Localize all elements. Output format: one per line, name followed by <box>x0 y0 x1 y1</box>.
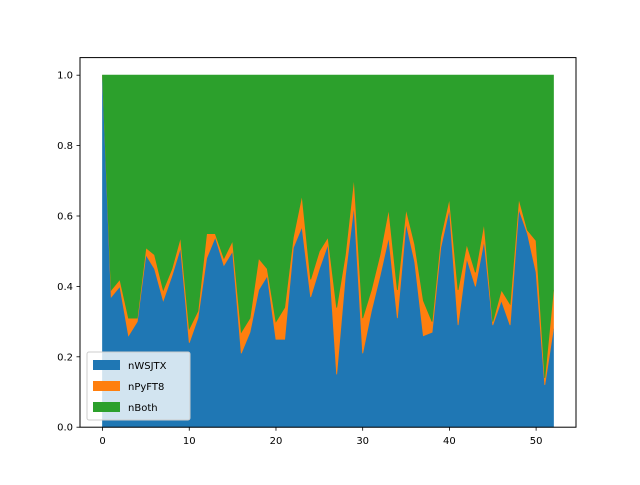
x-axis: 0 10 20 30 40 50 <box>99 427 542 447</box>
legend: nWSJTX nPyFT8 nBoth <box>86 351 191 421</box>
y-tick-label: 0.4 <box>57 282 73 293</box>
x-tick-label: 30 <box>356 436 369 447</box>
x-tick-label: 0 <box>99 436 105 447</box>
y-tick-label: 0.2 <box>57 352 73 363</box>
legend-swatch-nboth <box>93 402 120 412</box>
y-tick-label: 0.6 <box>57 212 73 223</box>
area-nboth <box>102 74 554 378</box>
x-tick-label: 40 <box>443 436 456 447</box>
legend-label-nwsjtx: nWSJTX <box>128 361 167 372</box>
legend-swatch-nwsjtx <box>93 360 120 370</box>
y-tick-label: 0.8 <box>57 141 73 152</box>
y-axis: 0.0 0.2 0.4 0.6 0.8 1.0 <box>57 71 80 434</box>
x-tick-label: 50 <box>530 436 543 447</box>
legend-label-nboth: nBoth <box>128 403 158 414</box>
legend-label-npyft8: nPyFT8 <box>128 382 164 393</box>
y-tick-label: 0.0 <box>57 423 73 434</box>
y-tick-label: 1.0 <box>57 71 73 82</box>
legend-swatch-npyft8 <box>93 381 120 391</box>
plot-frame <box>79 57 577 428</box>
x-tick-label: 20 <box>270 436 283 447</box>
x-tick-label: 10 <box>183 436 196 447</box>
